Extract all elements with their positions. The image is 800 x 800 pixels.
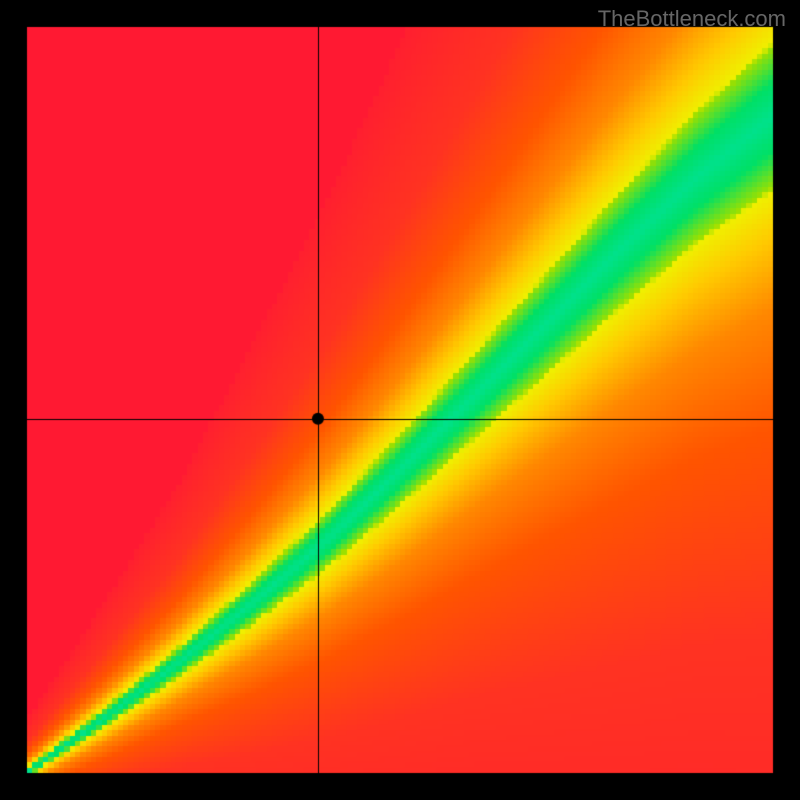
watermark-label: TheBottleneck.com bbox=[598, 6, 786, 32]
bottleneck-heatmap bbox=[0, 0, 800, 800]
